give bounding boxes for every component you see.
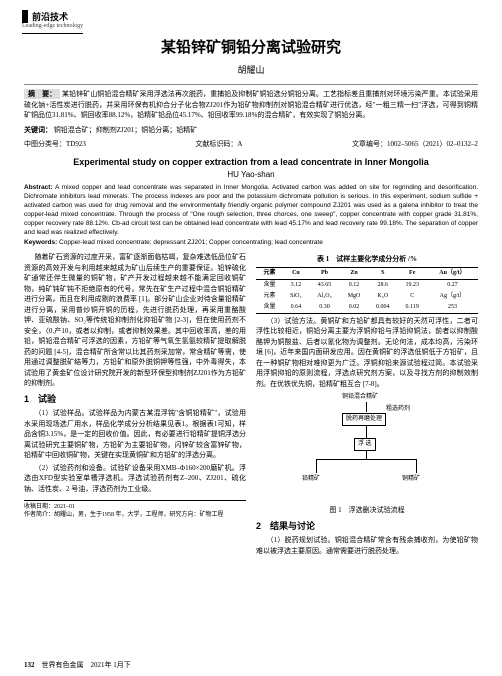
- abstract-cn-text: 某铅锌矿山铜铅混合精矿采用浮选法再次脱药，重捕铅及抑制矿铜铅选分铜铅分离。工艺指…: [24, 90, 478, 119]
- flow-regrind: 脱药再磨处理: [342, 413, 386, 426]
- s1-p1: （1）试验样品。试验样品为内蒙古某混浮钝"含铜铅精矿"，试验用水采用现场选厂用水…: [24, 408, 246, 461]
- class-num: 中图分类号：TD923: [24, 139, 86, 149]
- article-id: 文章编号：1002–5065（2021）02–0132–2: [352, 139, 478, 149]
- author-en: HU Yao-shan: [24, 170, 478, 179]
- table-cell: 19.23: [397, 279, 426, 291]
- keywords-en: Keywords: Copper-lead mixed concentrate;…: [24, 239, 478, 246]
- table-row: 含量3.1243.650.1228.619.230.27: [256, 279, 478, 291]
- table-cell: 含量: [256, 302, 283, 314]
- table-header-cell: Zn: [340, 267, 368, 279]
- table-cell: 0.02: [340, 302, 368, 314]
- title-en: Experimental study on copper extraction …: [24, 157, 478, 167]
- table-header-cell: Pb: [309, 267, 340, 279]
- table-cell: 0.004: [368, 302, 397, 314]
- table-cell: 0.30: [309, 302, 340, 314]
- section-tag-en: Leading-edge technology: [22, 23, 83, 29]
- classification-line: 中图分类号：TD923 文献标识码：A 文章编号：1002–5065（2021）…: [24, 139, 478, 149]
- table-cell: 3.12: [283, 279, 309, 291]
- flow-top: 铜铅混合精矿: [342, 393, 378, 402]
- table-cell: 0.12: [340, 279, 368, 291]
- table-cell: 28.6: [368, 279, 397, 291]
- table-cell: K₂O: [368, 291, 397, 302]
- abstract-en-label: Abstract:: [24, 184, 53, 191]
- footnote: 收稿日期：2021–01 作者简介：胡耀山，男，生于1958 年，大学，工程师，…: [24, 500, 246, 520]
- keywords-cn: 关键词： 铜铅混合矿；抑制剂ZJ201；铜铅分离；铅精矿: [24, 125, 478, 135]
- table-cell: 元素: [256, 291, 283, 302]
- flow-left: 铅精矿: [302, 475, 320, 484]
- table-row: 元素SiO₂Al₂O₃MgOK₂OCAg（g/t）: [256, 291, 478, 302]
- title-cn: 某铅锌矿铜铅分离试验研究: [24, 36, 478, 57]
- section-1-heading: 1 试验: [24, 393, 246, 407]
- s2-p1: （1）脱药规划试验。铜铅混合精矿常含有残余捕收剂，为使铅矿物难以被浮选主要原因。…: [256, 535, 478, 556]
- table-cell: Al₂O₃: [309, 291, 340, 302]
- table-cell: 0.119: [397, 302, 426, 314]
- table1-caption: 表 1 试样主要化学成分分析 /%: [256, 254, 478, 265]
- author-cn: 胡耀山: [24, 63, 478, 76]
- page-footer: 132 世界有色金属 2021年 1月下: [24, 660, 478, 670]
- flowchart: 铜铅混合精矿 粗选药剂 脱药再磨处理 浮 选 铅精矿 铜精矿: [256, 393, 478, 503]
- abstract-cn-label: 摘 要：: [24, 89, 60, 99]
- intro-p1: 随着矿石资源的过度开采，富矿逐渐面临枯竭，复杂难选低品位矿石资源的高效开发与利用…: [24, 252, 246, 389]
- keywords-en-label: Keywords:: [24, 239, 57, 246]
- table-cell: SiO₂: [283, 291, 309, 302]
- journal-name: 世界有色金属 2021年 1月下: [42, 661, 131, 669]
- col-left: 随着矿石资源的过度开采，富矿逐渐面临枯竭，复杂难选低品位矿石资源的高效开发与利用…: [24, 252, 246, 558]
- table-cell: 0.27: [427, 279, 478, 291]
- col-right: 表 1 试样主要化学成分分析 /% 元素CuPbZnSFeAu（g/t） 含量3…: [256, 252, 478, 558]
- doc-code: 文献标识码：A: [195, 139, 242, 149]
- s1-p3: （3）试验方法。黄铜矿和方铅矿都具有较好的天然可浮性，二者可浮性比较相近，铜铅分…: [256, 316, 478, 390]
- section-2-heading: 2 结果与讨论: [256, 520, 478, 534]
- footnote-author: 作者简介：胡耀山，男，生于1958 年，大学，工程师，研究方向：矿物工程: [24, 511, 246, 519]
- table-row: 含量0.640.300.020.0040.119253: [256, 302, 478, 314]
- keywords-cn-label: 关键词：: [24, 126, 52, 134]
- abstract-en-text: A mixed copper and lead concentrate was …: [24, 184, 478, 236]
- abstract-en: Abstract: A mixed copper and lead concen…: [24, 183, 478, 238]
- section-tag-cn: 前沿技术: [22, 10, 83, 23]
- table-cell: 253: [427, 302, 478, 314]
- table-header-cell: Fe: [397, 267, 426, 279]
- flow-label1: 粗选药剂: [386, 405, 410, 414]
- flow-right: 铜精矿: [402, 475, 420, 484]
- s1-p2: （2）试验药剂和设备。试验矿设备采用XMB–Φ160×200磨矿机。浮选由XFD…: [24, 463, 246, 495]
- table-header-cell: Cu: [283, 267, 309, 279]
- table-cell: MgO: [340, 291, 368, 302]
- table-cell: 43.65: [309, 279, 340, 291]
- table-cell: C: [397, 291, 426, 302]
- footnote-date: 收稿日期：2021–01: [24, 503, 246, 511]
- table-header-cell: S: [368, 267, 397, 279]
- flow-rough: 浮 选: [354, 438, 376, 451]
- section-tag: 前沿技术 Leading-edge technology: [22, 10, 83, 44]
- page: 前沿技术 Leading-edge technology 某铅锌矿铜铅分离试验研…: [0, 0, 502, 570]
- keywords-cn-text: 铜铅混合矿；抑制剂ZJ201；铜铅分离；铅精矿: [54, 126, 198, 134]
- table-cell: 0.64: [283, 302, 309, 314]
- keywords-en-text: Copper-lead mixed concentrate; depressan…: [59, 239, 323, 246]
- body-columns: 随着矿石资源的过度开采，富矿逐渐面临枯竭，复杂难选低品位矿石资源的高效开发与利用…: [24, 252, 478, 558]
- table-header-cell: Au（g/t）: [427, 267, 478, 279]
- page-number: 132: [24, 661, 35, 669]
- table-cell: 含量: [256, 279, 283, 291]
- table1: 元素CuPbZnSFeAu（g/t） 含量3.1243.650.1228.619…: [256, 267, 478, 314]
- abstract-cn: 摘 要： 某铅锌矿山铜铅混合精矿采用浮选法再次脱药，重捕铅及抑制矿铜铅选分铜铅分…: [24, 84, 478, 121]
- table-header-cell: 元素: [256, 267, 283, 279]
- table-cell: Ag（g/t）: [427, 291, 478, 302]
- flow-caption: 图 1 浮选删决试验流程: [256, 505, 478, 516]
